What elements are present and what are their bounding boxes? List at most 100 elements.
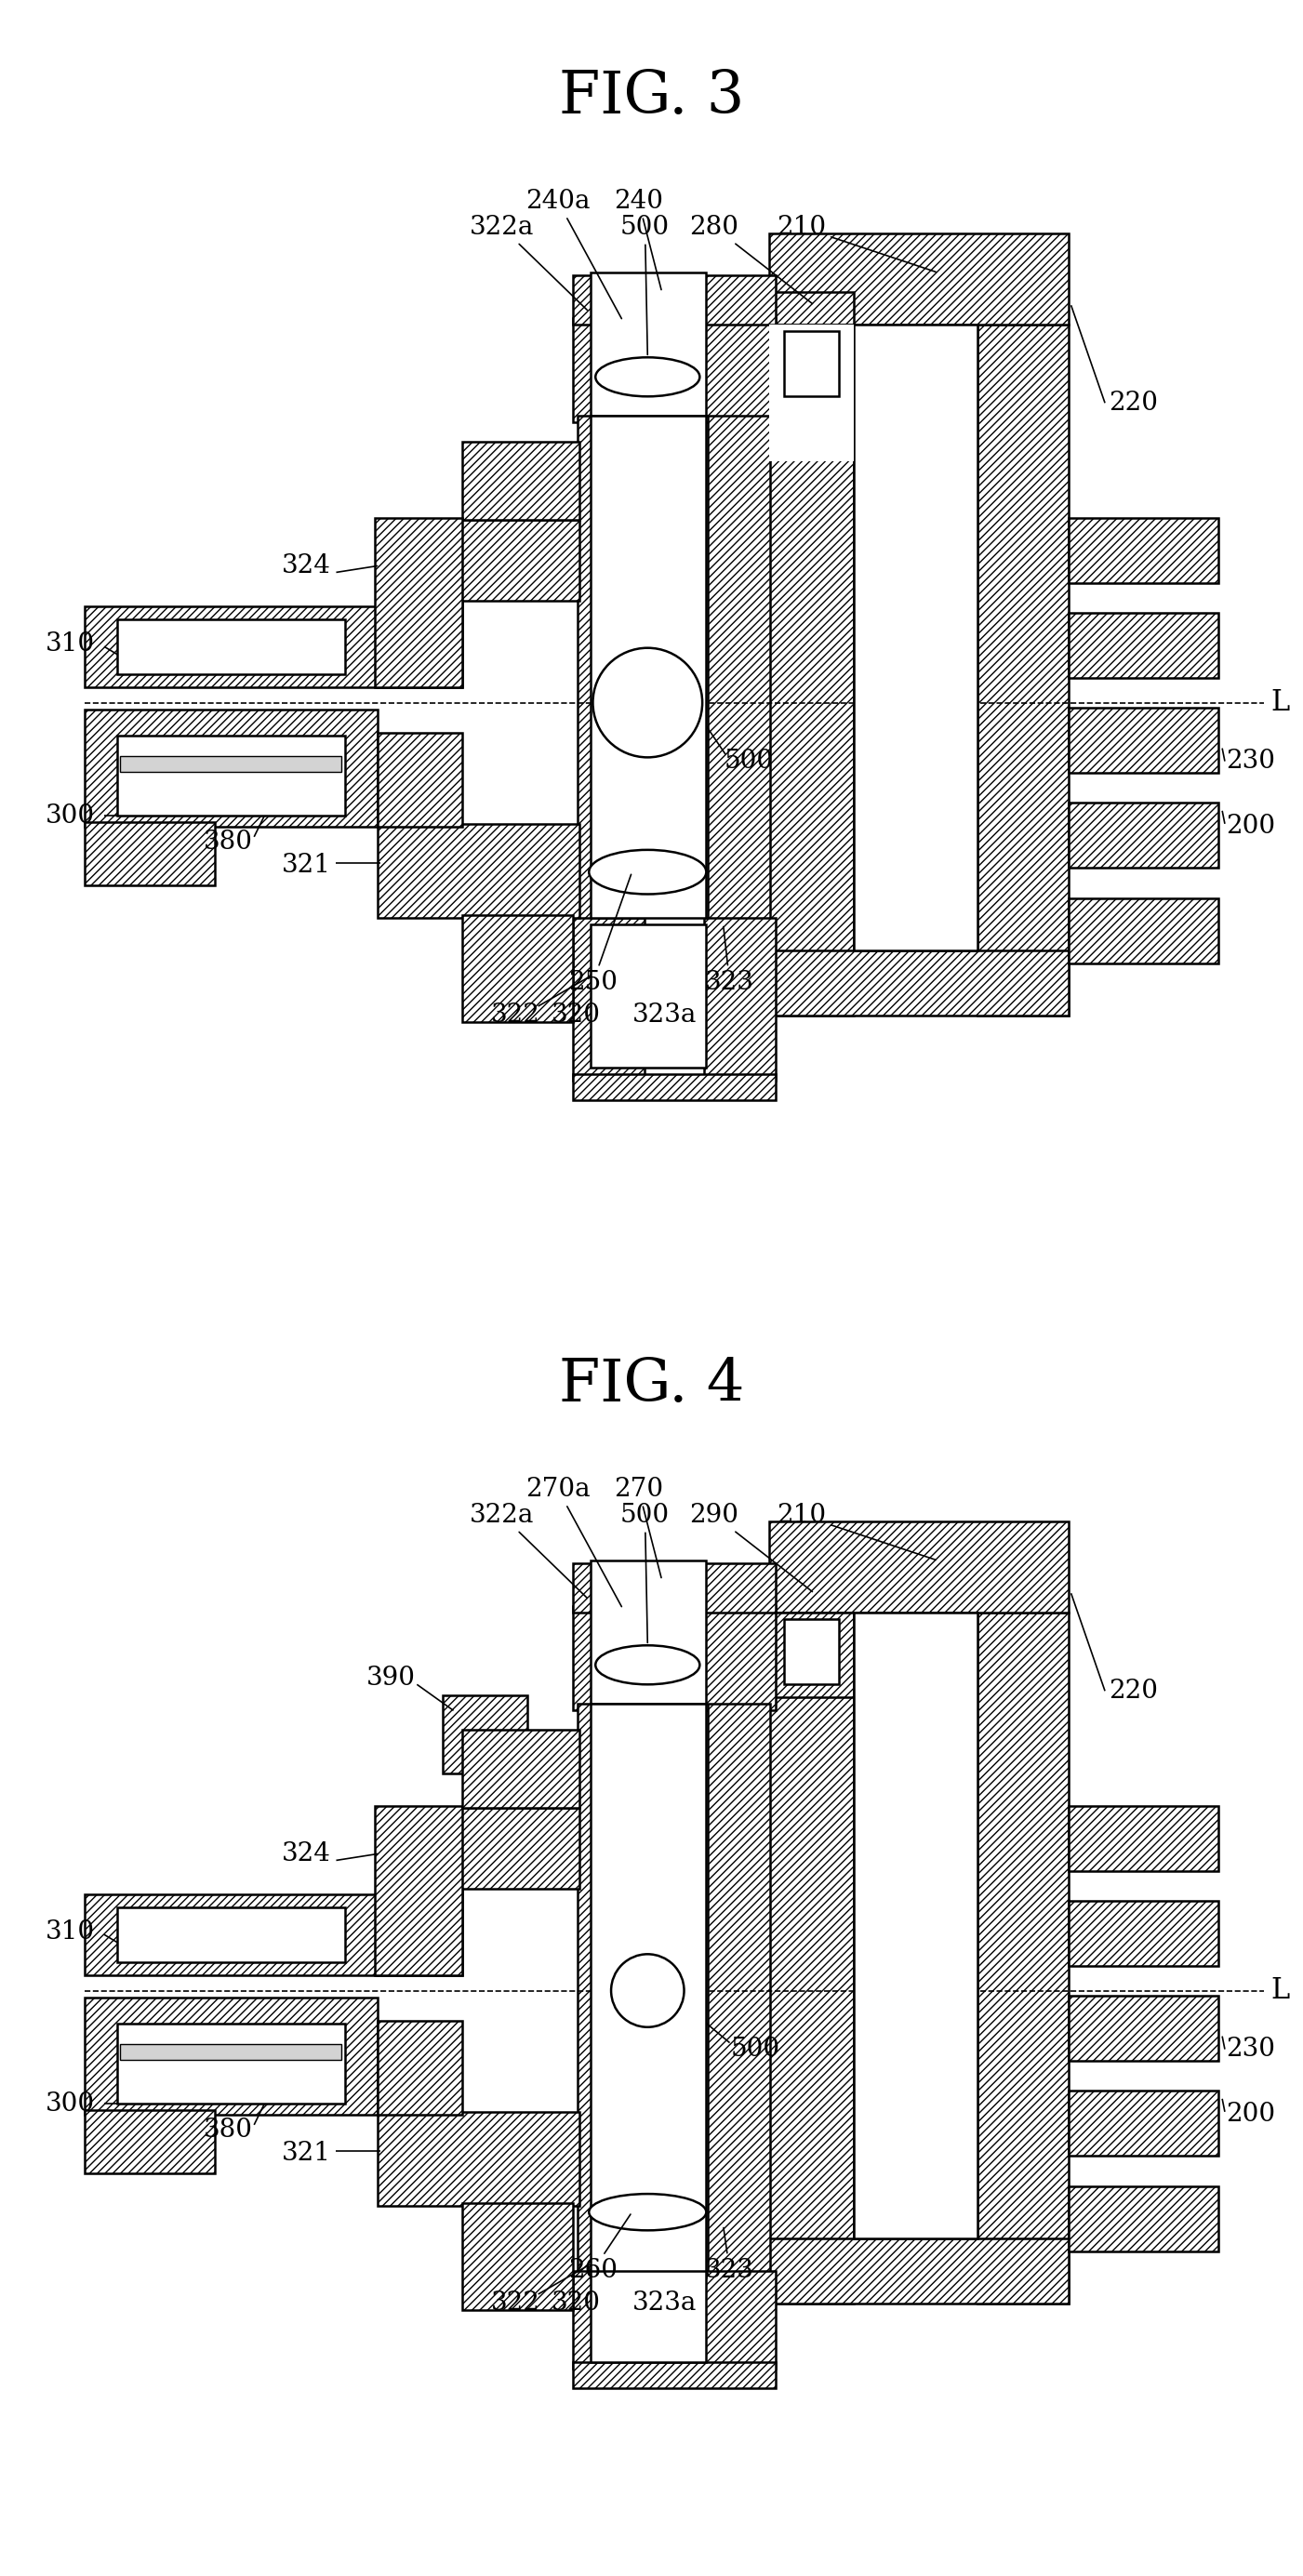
Text: FIG. 3: FIG. 3	[559, 70, 744, 126]
Bar	[375, 518, 463, 688]
Bar	[769, 325, 853, 461]
Text: 322a: 322a	[469, 214, 588, 309]
Bar	[573, 1074, 775, 1100]
Bar	[463, 2202, 573, 2311]
Bar	[590, 2272, 706, 2362]
Bar	[85, 822, 215, 886]
Text: 322a: 322a	[469, 1502, 588, 1597]
Bar	[1068, 1996, 1218, 2061]
Bar	[463, 443, 580, 520]
Text: 500: 500	[620, 214, 670, 355]
Ellipse shape	[589, 2195, 706, 2231]
Bar	[1068, 1901, 1218, 1965]
Ellipse shape	[611, 1955, 684, 2027]
Bar	[573, 1074, 775, 1100]
Text: 310: 310	[46, 1919, 95, 1945]
Bar	[769, 234, 1068, 325]
Bar	[1068, 2187, 1218, 2251]
Bar	[85, 1893, 378, 1976]
Bar	[769, 1613, 853, 1698]
Bar	[378, 1808, 580, 1888]
Text: 320: 320	[551, 1002, 601, 1028]
Text: 380: 380	[203, 829, 253, 855]
Bar	[704, 319, 775, 422]
Bar	[573, 2272, 645, 2367]
Text: FIG. 4: FIG. 4	[559, 1358, 744, 1414]
Bar	[577, 415, 640, 925]
Bar	[573, 276, 775, 325]
Bar	[769, 291, 853, 325]
Text: 322: 322	[491, 1002, 541, 1028]
Text: 220: 220	[1109, 392, 1158, 415]
Bar	[85, 822, 215, 886]
Text: 324: 324	[281, 554, 331, 580]
Text: 210: 210	[777, 1502, 936, 1561]
Bar	[378, 520, 580, 600]
Bar	[378, 600, 463, 688]
Bar	[463, 914, 573, 1023]
Ellipse shape	[595, 358, 700, 397]
Text: 390: 390	[366, 1664, 416, 1690]
Bar	[573, 2272, 645, 2367]
Bar	[85, 2110, 215, 2174]
Text: 240a: 240a	[525, 188, 622, 319]
Bar	[977, 325, 1068, 1015]
Bar	[463, 443, 580, 520]
Bar	[708, 1703, 770, 2285]
Bar	[85, 1893, 378, 1976]
Bar	[443, 1695, 528, 1772]
Bar	[977, 1613, 1068, 2303]
Bar	[1068, 2092, 1218, 2156]
Bar	[769, 2239, 1068, 2303]
Text: 323: 323	[705, 927, 754, 994]
Bar	[769, 325, 853, 1015]
Text: 321: 321	[281, 853, 331, 878]
Bar	[704, 2272, 775, 2367]
Bar	[708, 415, 770, 925]
Bar	[85, 605, 378, 688]
Text: 240: 240	[614, 188, 663, 289]
Bar	[573, 1607, 645, 1710]
Bar	[977, 325, 1068, 1015]
Bar	[378, 520, 580, 600]
Bar	[117, 618, 345, 675]
Bar	[769, 1613, 853, 2303]
Bar	[120, 755, 341, 773]
Bar	[85, 708, 378, 827]
Bar	[769, 1522, 1068, 1613]
Bar	[378, 1808, 580, 1888]
Bar	[769, 1613, 853, 2303]
Text: L: L	[1270, 1976, 1289, 2004]
Bar	[577, 415, 640, 925]
Bar	[573, 1564, 775, 1613]
Bar	[463, 914, 573, 1023]
Text: 322: 322	[491, 2290, 541, 2316]
Text: 323a: 323a	[632, 2290, 697, 2316]
Bar	[378, 732, 463, 827]
Text: 210: 210	[777, 214, 936, 273]
Bar	[117, 734, 345, 817]
Text: 230: 230	[1226, 2038, 1276, 2061]
Bar	[378, 824, 580, 917]
Bar	[378, 2112, 580, 2205]
Bar	[977, 1613, 1068, 2303]
Bar	[853, 325, 977, 951]
Bar	[443, 1695, 528, 1772]
Bar	[378, 600, 463, 688]
Bar	[769, 234, 1068, 325]
Bar	[590, 1703, 706, 2277]
Bar	[590, 415, 706, 917]
Ellipse shape	[595, 1646, 700, 1685]
Bar	[85, 1996, 378, 2115]
Bar	[573, 276, 775, 325]
Bar	[1068, 2187, 1218, 2251]
Bar	[573, 917, 645, 1079]
Text: 500: 500	[620, 1502, 670, 1643]
Bar	[704, 1607, 775, 1710]
Bar	[853, 1613, 977, 2239]
Text: 200: 200	[1226, 2102, 1276, 2128]
Text: 270a: 270a	[525, 1476, 622, 1607]
Bar	[573, 1607, 645, 1710]
Text: 250: 250	[568, 873, 631, 994]
Bar	[573, 319, 645, 422]
